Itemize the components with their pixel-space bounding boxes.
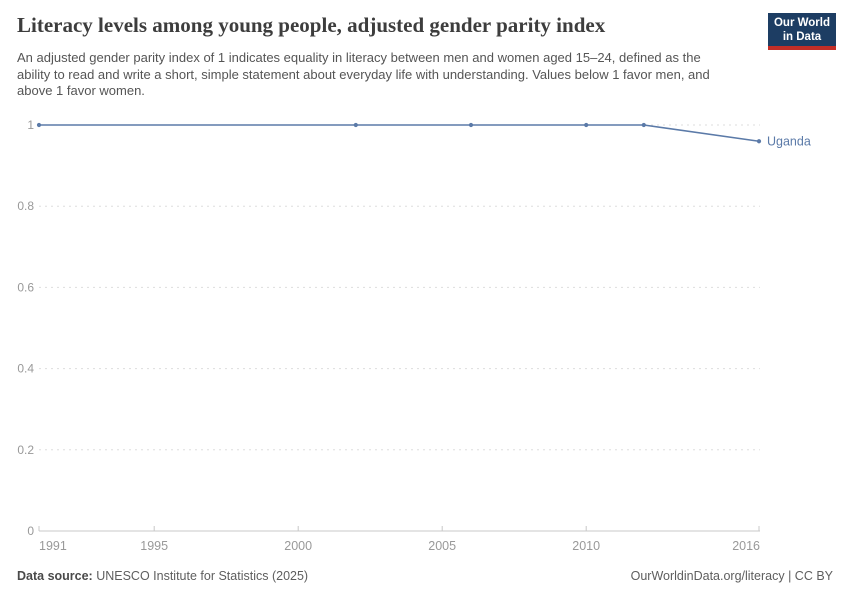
- y-tick-label-1: 1: [27, 118, 34, 132]
- y-tick-label-0.6: 0.6: [17, 280, 34, 294]
- x-tick-label-1995: 1995: [140, 539, 168, 553]
- line-chart: 0 0.2 0.4 0.6 0.8 1 1991 1995 2000 2005 2010 2016 Ug…: [17, 118, 811, 553]
- data-point-uganda-2012: [641, 122, 646, 128]
- series-label-uganda: Uganda: [767, 135, 811, 149]
- y-tick-label-0: 0: [27, 524, 34, 538]
- y-tick-label-0.4: 0.4: [17, 362, 34, 376]
- x-tick-label-2010: 2010: [572, 539, 600, 553]
- y-tick-label-0.8: 0.8: [17, 199, 34, 213]
- y-tick-label-0.2: 0.2: [17, 443, 34, 457]
- chart-subtitle: An adjusted gender parity index of 1 ind…: [17, 50, 710, 98]
- data-point-uganda-1991: [36, 122, 42, 128]
- data-point-uganda-2002: [353, 122, 358, 128]
- data-point-uganda-2010: [584, 122, 589, 128]
- data-point-uganda-2016: [756, 139, 762, 144]
- data-point-uganda-2006: [468, 122, 474, 128]
- x-tick-label-1991: 1991: [39, 539, 67, 553]
- logo-line-2: in Data: [782, 30, 822, 43]
- x-tick-label-2000: 2000: [284, 539, 312, 553]
- data-source-text: UNESCO Institute for Statistics (2025): [92, 569, 309, 583]
- chart-title: Literacy levels among young people, adju…: [17, 13, 606, 37]
- x-tick-label-2005: 2005: [428, 539, 456, 553]
- logo-line-1: Our World: [773, 16, 830, 29]
- footer-citation-link[interactable]: OurWorldinData.org/literacy | CC BY: [630, 569, 833, 583]
- series-line-uganda: [39, 124, 760, 143]
- x-tick-label-2016: 2016: [732, 539, 760, 553]
- data-source: Data source: UNESCO Institute for Statis…: [17, 569, 308, 583]
- owid-logo: Our World in Data: [768, 13, 836, 50]
- data-source-label: Data source:: [17, 569, 93, 583]
